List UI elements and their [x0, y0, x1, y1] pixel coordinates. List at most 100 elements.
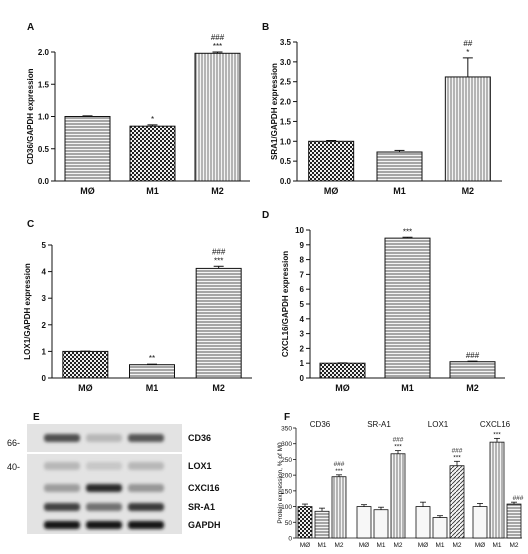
x-tick-label: M1: [146, 383, 159, 393]
bar-CXCL16-MØ: [472, 506, 488, 539]
blot-band: [86, 484, 122, 492]
x-tick-label: MØ: [335, 383, 350, 393]
y-tick-label: 4: [300, 315, 305, 324]
y-tick-label: 2.0: [280, 98, 292, 107]
x-tick-label: M2: [509, 542, 518, 549]
y-tick-label: 1: [42, 347, 47, 356]
y-axis-label: Protein expression, % of M0: [277, 442, 284, 524]
y-tick-label: 5: [42, 241, 47, 250]
panel-label-b: B: [262, 22, 269, 33]
bar-CXCL16-M1: [489, 441, 505, 539]
bar-MØ: [62, 350, 109, 379]
blot-band: [86, 434, 122, 442]
significance-marker: ***: [214, 256, 223, 265]
x-tick-label: M1: [492, 542, 501, 549]
significance-marker: ###: [211, 33, 225, 42]
x-tick-label: M1: [401, 383, 414, 393]
y-tick-label: 50: [285, 520, 293, 527]
panel-label-a: A: [27, 22, 34, 33]
bar-M1: [384, 237, 431, 379]
x-tick-label: M2: [393, 542, 402, 549]
bar-CD36-MØ: [297, 506, 313, 539]
significance-marker: ##: [463, 39, 472, 48]
y-tick-label: 0.0: [280, 177, 292, 186]
y-tick-label: 10: [295, 226, 304, 235]
y-tick-label: 0.0: [38, 177, 50, 186]
significance-marker: ###: [334, 461, 345, 468]
blot-label-lox1: LOX1: [188, 461, 212, 471]
x-tick-label: MØ: [418, 542, 428, 549]
x-tick-label: M2: [211, 186, 224, 196]
chart-cd36-mrna: 0.0 0.5 1.0 1.5 2.0 CD36/GAPDH expression MØ M1…: [26, 33, 250, 196]
y-tick-label: 0.5: [38, 145, 50, 154]
blot-band: [86, 521, 122, 529]
significance-marker: ###: [212, 247, 226, 256]
x-tick-label: MØ: [359, 542, 369, 549]
significance-marker: ***: [493, 431, 501, 438]
panel-label-e: E: [33, 412, 40, 423]
blot-band: [128, 503, 164, 511]
x-tick-label: MØ: [324, 186, 339, 196]
y-tick-label: 0: [42, 374, 47, 383]
bar-M1: [129, 125, 176, 182]
blot-band: [44, 434, 80, 442]
group-title-lox1: LOX1: [428, 420, 449, 429]
bar-MØ: [319, 362, 366, 379]
y-tick-label: 0: [300, 374, 305, 383]
significance-marker: ###: [452, 447, 463, 454]
group-title-sr-a1: SR-A1: [367, 420, 391, 429]
y-tick-label: 150: [281, 488, 292, 495]
chart-cxcl16-mrna: 0 1 2 3 4 5 6 7 8 9 10 CXCL16/GAPDH expression MØ M1 *…: [281, 226, 505, 393]
blot-band: [86, 503, 122, 511]
panel-label-c: C: [27, 219, 34, 230]
significance-marker: ***: [335, 468, 343, 475]
y-tick-label: 2.0: [38, 48, 50, 57]
significance-marker: ###: [513, 495, 524, 502]
y-tick-label: 1: [300, 359, 305, 368]
blot-band: [44, 503, 80, 511]
blot-label-sr-a1: SR-A1: [188, 502, 215, 512]
significance-marker: ###: [466, 351, 480, 360]
bar-LOX1-M1: [432, 517, 448, 539]
y-tick-label: 1.5: [38, 80, 50, 89]
y-tick-label: 2: [42, 321, 47, 330]
western-blot: CD36 LOX1 CXCl16 SR-A1 GAPDH 66- 40-: [7, 424, 221, 534]
bar-M1: [129, 364, 175, 379]
panel-label-d: D: [262, 210, 269, 221]
bar-CXCL16-M2: [506, 503, 522, 539]
blot-band: [44, 484, 80, 492]
significance-marker: **: [149, 354, 155, 363]
bar-MØ: [308, 140, 355, 182]
chart-sra1-mrna: 0.0 0.5 1.0 1.5 2.0 2.5 3.0 3.5 SRA1/GAPDH expre…: [270, 38, 502, 196]
x-tick-label: MØ: [78, 383, 93, 393]
y-tick-label: 5: [300, 300, 305, 309]
bar-M2: [194, 52, 241, 182]
y-tick-label: 1.0: [280, 137, 292, 146]
blot-band: [44, 462, 80, 470]
significance-marker: *: [466, 48, 469, 57]
significance-marker: ***: [453, 454, 461, 461]
y-tick-label: 1.0: [38, 113, 50, 122]
group-title-cd36: CD36: [310, 420, 331, 429]
group-title-cxcl16: CXCL16: [480, 420, 511, 429]
blot-band: [128, 484, 164, 492]
bar-CD36-M2: [331, 476, 347, 539]
blot-label-gapdh: GAPDH: [188, 520, 221, 530]
blot-band: [128, 434, 164, 442]
blot-band: [128, 521, 164, 529]
x-tick-label: M1: [376, 542, 385, 549]
bar-M2: [444, 76, 491, 182]
y-tick-label: 3: [300, 330, 305, 339]
x-tick-label: MØ: [80, 186, 95, 196]
x-tick-label: MØ: [300, 542, 310, 549]
x-tick-label: M1: [393, 186, 406, 196]
y-tick-label: 100: [281, 504, 292, 511]
y-tick-label: 0: [288, 536, 292, 543]
y-tick-label: 8: [300, 256, 305, 265]
x-tick-label: MØ: [475, 542, 485, 549]
x-tick-label: M2: [462, 186, 475, 196]
y-tick-label: 3.0: [280, 58, 292, 67]
y-axis-label: CD36/GAPDH expression: [26, 68, 35, 164]
x-tick-label: M1: [317, 542, 326, 549]
